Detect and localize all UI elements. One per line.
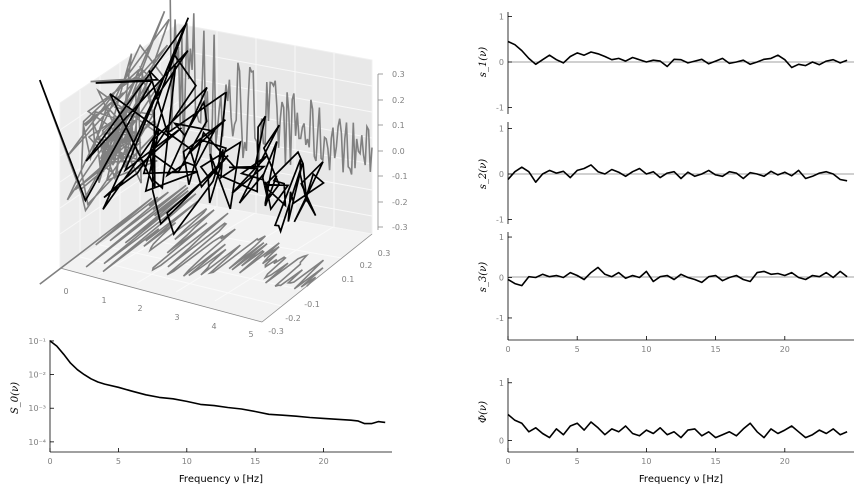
y-tick-label: 10⁻² <box>28 371 46 380</box>
spectrum-y-ticks: 10⁻¹ 10⁻² 10⁻³ 10⁻⁴ <box>28 337 54 447</box>
z3d-tick-label: -0.2 <box>392 198 408 207</box>
y3d-tick-label: 0.2 <box>360 261 373 270</box>
y3d-tick-label: 0.3 <box>378 249 391 258</box>
trajectory-line <box>39 17 325 236</box>
y-tick-label: -1 <box>496 215 504 224</box>
z-ticks-3d: 0.3 0.2 0.1 0.0 -0.1 -0.2 -0.3 <box>392 70 408 232</box>
projection-back-wall-line <box>169 0 373 175</box>
s2-y-ticks: 1 0 -1 <box>496 125 512 224</box>
x-tick-label: 10 <box>182 457 192 466</box>
spectrum-x-ticks: 0 5 10 15 20 <box>47 448 329 466</box>
y-tick-label: 1 <box>499 125 504 134</box>
x-tick-label: 10 <box>641 457 651 466</box>
x-tick-label: 20 <box>319 457 329 466</box>
y-tick-label: 1 <box>499 233 504 242</box>
x-tick-label: 15 <box>711 457 721 466</box>
x3d-tick-label: 5 <box>248 330 253 339</box>
s1-ylabel: s_1(ν) <box>478 47 489 77</box>
y-tick-label: -1 <box>496 103 504 112</box>
x-ticks-3d: 0 1 2 3 4 5 <box>63 287 253 339</box>
x-tick-label: 0 <box>505 345 510 354</box>
s2-ylabel: s_2(ν) <box>478 159 489 189</box>
z3d-tick-label: 0.2 <box>392 96 405 105</box>
y-ticks-3d: -0.3 -0.2 -0.1 0.1 0.2 0.3 <box>268 249 390 336</box>
panel-phi: 10 0 5 10 15 20 Φ(ν) Frequency ν [Hz] <box>478 378 854 485</box>
phi-x-ticks: 0 5 10 15 20 <box>505 448 790 466</box>
y-tick-label: 10⁻⁴ <box>28 438 46 447</box>
y-tick-label: 0 <box>499 58 504 67</box>
x3d-tick-label: 3 <box>174 313 179 322</box>
s3-y-ticks: 1 0 -1 <box>496 233 512 323</box>
x-tick-label: 0 <box>505 457 510 466</box>
s3-x-ticks: 0 5 10 15 20 <box>505 336 790 354</box>
s2-line <box>507 164 848 183</box>
y-tick-label: 0 <box>499 274 504 283</box>
x-tick-label: 10 <box>641 345 651 354</box>
projection-floor-line <box>39 184 325 290</box>
z3d-tick-label: 0.1 <box>392 121 405 130</box>
phi-line <box>507 413 848 439</box>
z3d-tick-label: -0.3 <box>392 223 408 232</box>
phi-xlabel: Frequency ν [Hz] <box>639 474 723 485</box>
panel-spectrum: 10⁻¹ 10⁻² 10⁻³ 10⁻⁴ 0 5 10 15 20 S_0(ν) Frequen… <box>10 337 392 485</box>
s3-ylabel: s_3(ν) <box>478 262 489 292</box>
x-tick-label: 5 <box>575 457 580 466</box>
x3d-tick-label: 4 <box>211 322 216 331</box>
projection-side-wall-line <box>39 10 170 213</box>
x3d-tick-label: 0 <box>63 287 68 296</box>
x-tick-label: 0 <box>47 457 52 466</box>
y-tick-label: 1 <box>499 13 504 22</box>
y-tick-label: 0 <box>499 170 504 179</box>
x-tick-label: 5 <box>116 457 121 466</box>
panel-s3: 10-1 0 5 10 15 20 s_3(ν) <box>478 232 854 354</box>
s3-line <box>507 266 848 287</box>
spectrum-ylabel: S_0(ν) <box>10 382 21 414</box>
x-tick-label: 15 <box>711 345 721 354</box>
y-axis-3d <box>261 233 373 323</box>
x-tick-label: 20 <box>780 457 790 466</box>
s1-line <box>507 40 848 69</box>
x-tick-label: 20 <box>780 345 790 354</box>
x-tick-label: 5 <box>575 345 580 354</box>
phi-ylabel: Φ(ν) <box>478 401 489 423</box>
y3d-tick-label: 0.1 <box>342 275 355 284</box>
spectrum-xlabel: Frequency ν [Hz] <box>179 474 263 485</box>
z3d-tick-label: 0.0 <box>392 147 405 156</box>
phi-y-ticks: 10 <box>499 379 512 445</box>
y-tick-label: 1 <box>499 379 504 388</box>
y-tick-label: -1 <box>496 314 504 323</box>
y-tick-label: 10⁻¹ <box>28 337 46 346</box>
spectrum-line <box>49 340 386 425</box>
panel-s2: 1 0 -1 s_2(ν) <box>478 122 854 224</box>
y-tick-label: 0 <box>499 436 504 445</box>
z3d-tick-label: 0.3 <box>392 70 405 79</box>
y-tick-label: 10⁻³ <box>28 404 46 413</box>
z-tick-marks-3d <box>378 73 383 228</box>
x-axis-3d <box>59 267 263 323</box>
s1-y-ticks: 1 0 -1 <box>496 13 512 112</box>
x3d-tick-label: 1 <box>101 296 106 305</box>
y3d-tick-label: -0.1 <box>304 300 320 309</box>
panel-s1: 1 0 -1 s_1(ν) <box>478 12 854 114</box>
x3d-tick-label: 2 <box>137 304 142 313</box>
y3d-tick-label: -0.3 <box>268 327 284 336</box>
x-tick-label: 15 <box>250 457 260 466</box>
z3d-tick-label: -0.1 <box>392 172 408 181</box>
y3d-tick-label: -0.2 <box>285 314 301 323</box>
panel-3d: 0 1 2 3 4 5 -0.3 -0.2 -0.1 0.1 0.2 0.3 0… <box>39 0 408 339</box>
